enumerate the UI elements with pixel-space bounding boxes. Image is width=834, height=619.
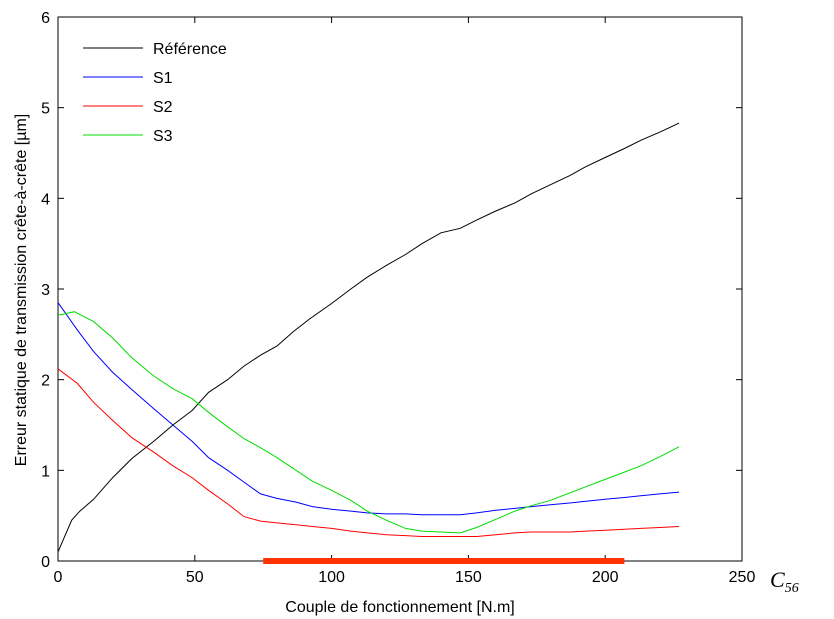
x-tick-label: 0 — [54, 569, 63, 586]
x-tick-label: 50 — [186, 569, 204, 586]
series-line-1 — [57, 302, 680, 516]
legend-label-1: S1 — [153, 70, 173, 87]
y-tick-label: 3 — [41, 282, 50, 299]
highlight-layer — [263, 558, 625, 564]
axis-ticks: 0 50 100 150 200 250 0 1 2 3 4 5 6 — [41, 10, 755, 586]
y-tick-label: 6 — [41, 10, 50, 27]
y-tick-label: 5 — [41, 101, 50, 118]
x-tick-label: 100 — [318, 569, 345, 586]
x-tick-label: 200 — [592, 569, 619, 586]
y-tick-label: 4 — [41, 191, 50, 208]
y-tick-label: 0 — [41, 554, 50, 571]
c56-symbol: C — [770, 567, 785, 592]
legend-label-2: S2 — [153, 99, 173, 116]
series-line-0 — [57, 122, 680, 553]
y-axis-label: Erreur statique de transmission crête-à-… — [13, 114, 30, 466]
y-tick-label: 2 — [41, 373, 50, 390]
c56-label: C56 — [770, 567, 799, 596]
series-layer — [57, 122, 680, 553]
operating-range-bar — [263, 558, 625, 564]
x-tick-label: 150 — [455, 569, 482, 586]
x-axis-label: Couple de fonctionnement [N.m] — [285, 599, 514, 616]
series-line-2 — [57, 368, 680, 537]
y-tick-label: 1 — [41, 463, 50, 480]
x-tick-label: 250 — [729, 569, 756, 586]
legend: Référence S1 S2 S3 — [83, 41, 227, 145]
legend-label-0: Référence — [153, 41, 227, 58]
series-line-3 — [57, 311, 680, 534]
c56-subscript: 56 — [785, 581, 799, 596]
legend-label-3: S3 — [153, 128, 173, 145]
